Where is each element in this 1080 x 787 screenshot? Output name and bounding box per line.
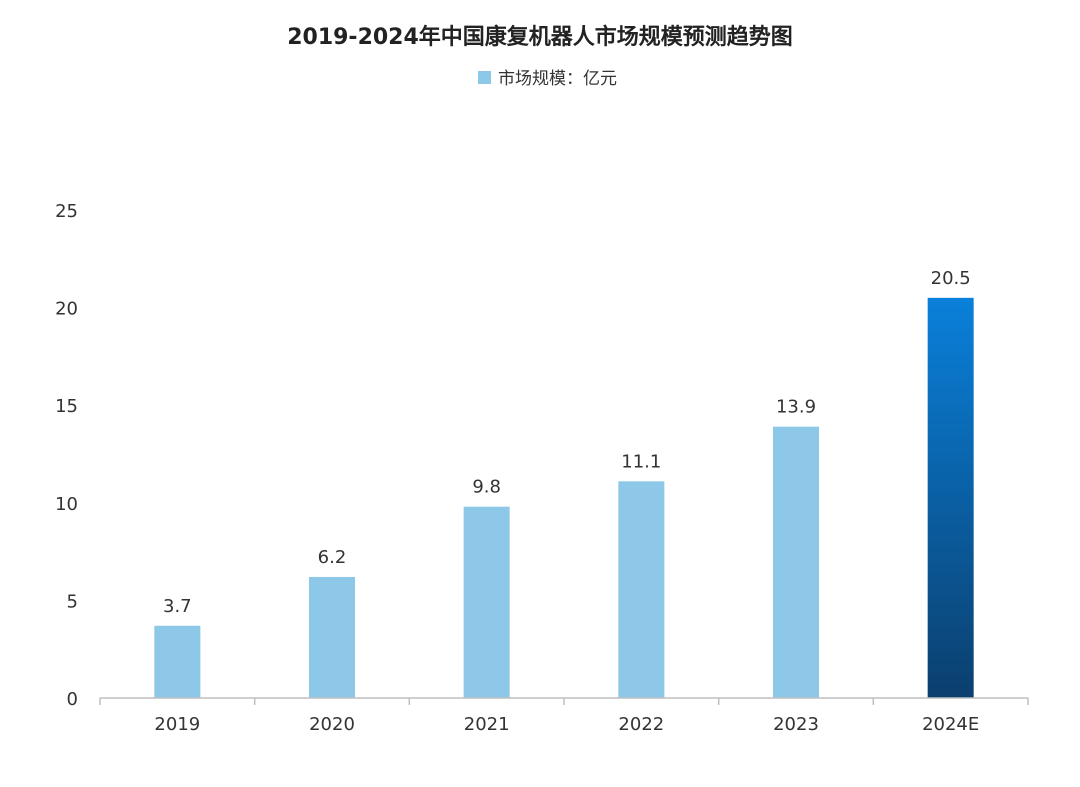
x-axis: 2019 2020 2021 2022 2023 2024E — [99, 697, 1029, 735]
x-tick-label: 2021 — [464, 714, 510, 735]
bar-2023 — [773, 426, 819, 698]
x-tick-label: 2023 — [773, 714, 819, 735]
x-tick-label: 2022 — [618, 714, 664, 735]
data-label: 20.5 — [931, 268, 971, 289]
y-tick-label: 10 — [55, 494, 78, 515]
bar-2024E — [927, 297, 974, 698]
data-label: 6.2 — [318, 547, 347, 568]
y-tick-label: 25 — [55, 201, 78, 222]
y-tick-label: 5 — [67, 591, 78, 612]
y-tick-label: 15 — [55, 396, 78, 417]
legend-label: 市场规模：亿元 — [498, 69, 617, 89]
data-label: 11.1 — [621, 451, 661, 472]
data-label: 13.9 — [776, 397, 816, 418]
x-tick-label: 2024E — [922, 714, 979, 735]
bars: 3.7 6.2 9.8 11.1 13.9 20.5 — [154, 268, 974, 698]
y-tick-label: 0 — [67, 689, 78, 710]
legend: 市场规模：亿元 — [478, 69, 617, 89]
bar-2021 — [463, 506, 510, 698]
data-label: 9.8 — [472, 477, 501, 498]
data-label: 3.7 — [163, 596, 192, 617]
legend-swatch — [478, 71, 491, 84]
chart-title: 2019-2024年中国康复机器人市场规模预测趋势图 — [287, 24, 793, 50]
y-tick-label: 20 — [55, 299, 78, 320]
bar-2019 — [154, 625, 201, 698]
bar-2020 — [309, 576, 355, 698]
x-tick-label: 2019 — [154, 714, 200, 735]
y-axis: 0 5 10 15 20 25 — [55, 201, 78, 710]
x-tick-label: 2020 — [309, 714, 355, 735]
bar-2022 — [618, 481, 665, 698]
